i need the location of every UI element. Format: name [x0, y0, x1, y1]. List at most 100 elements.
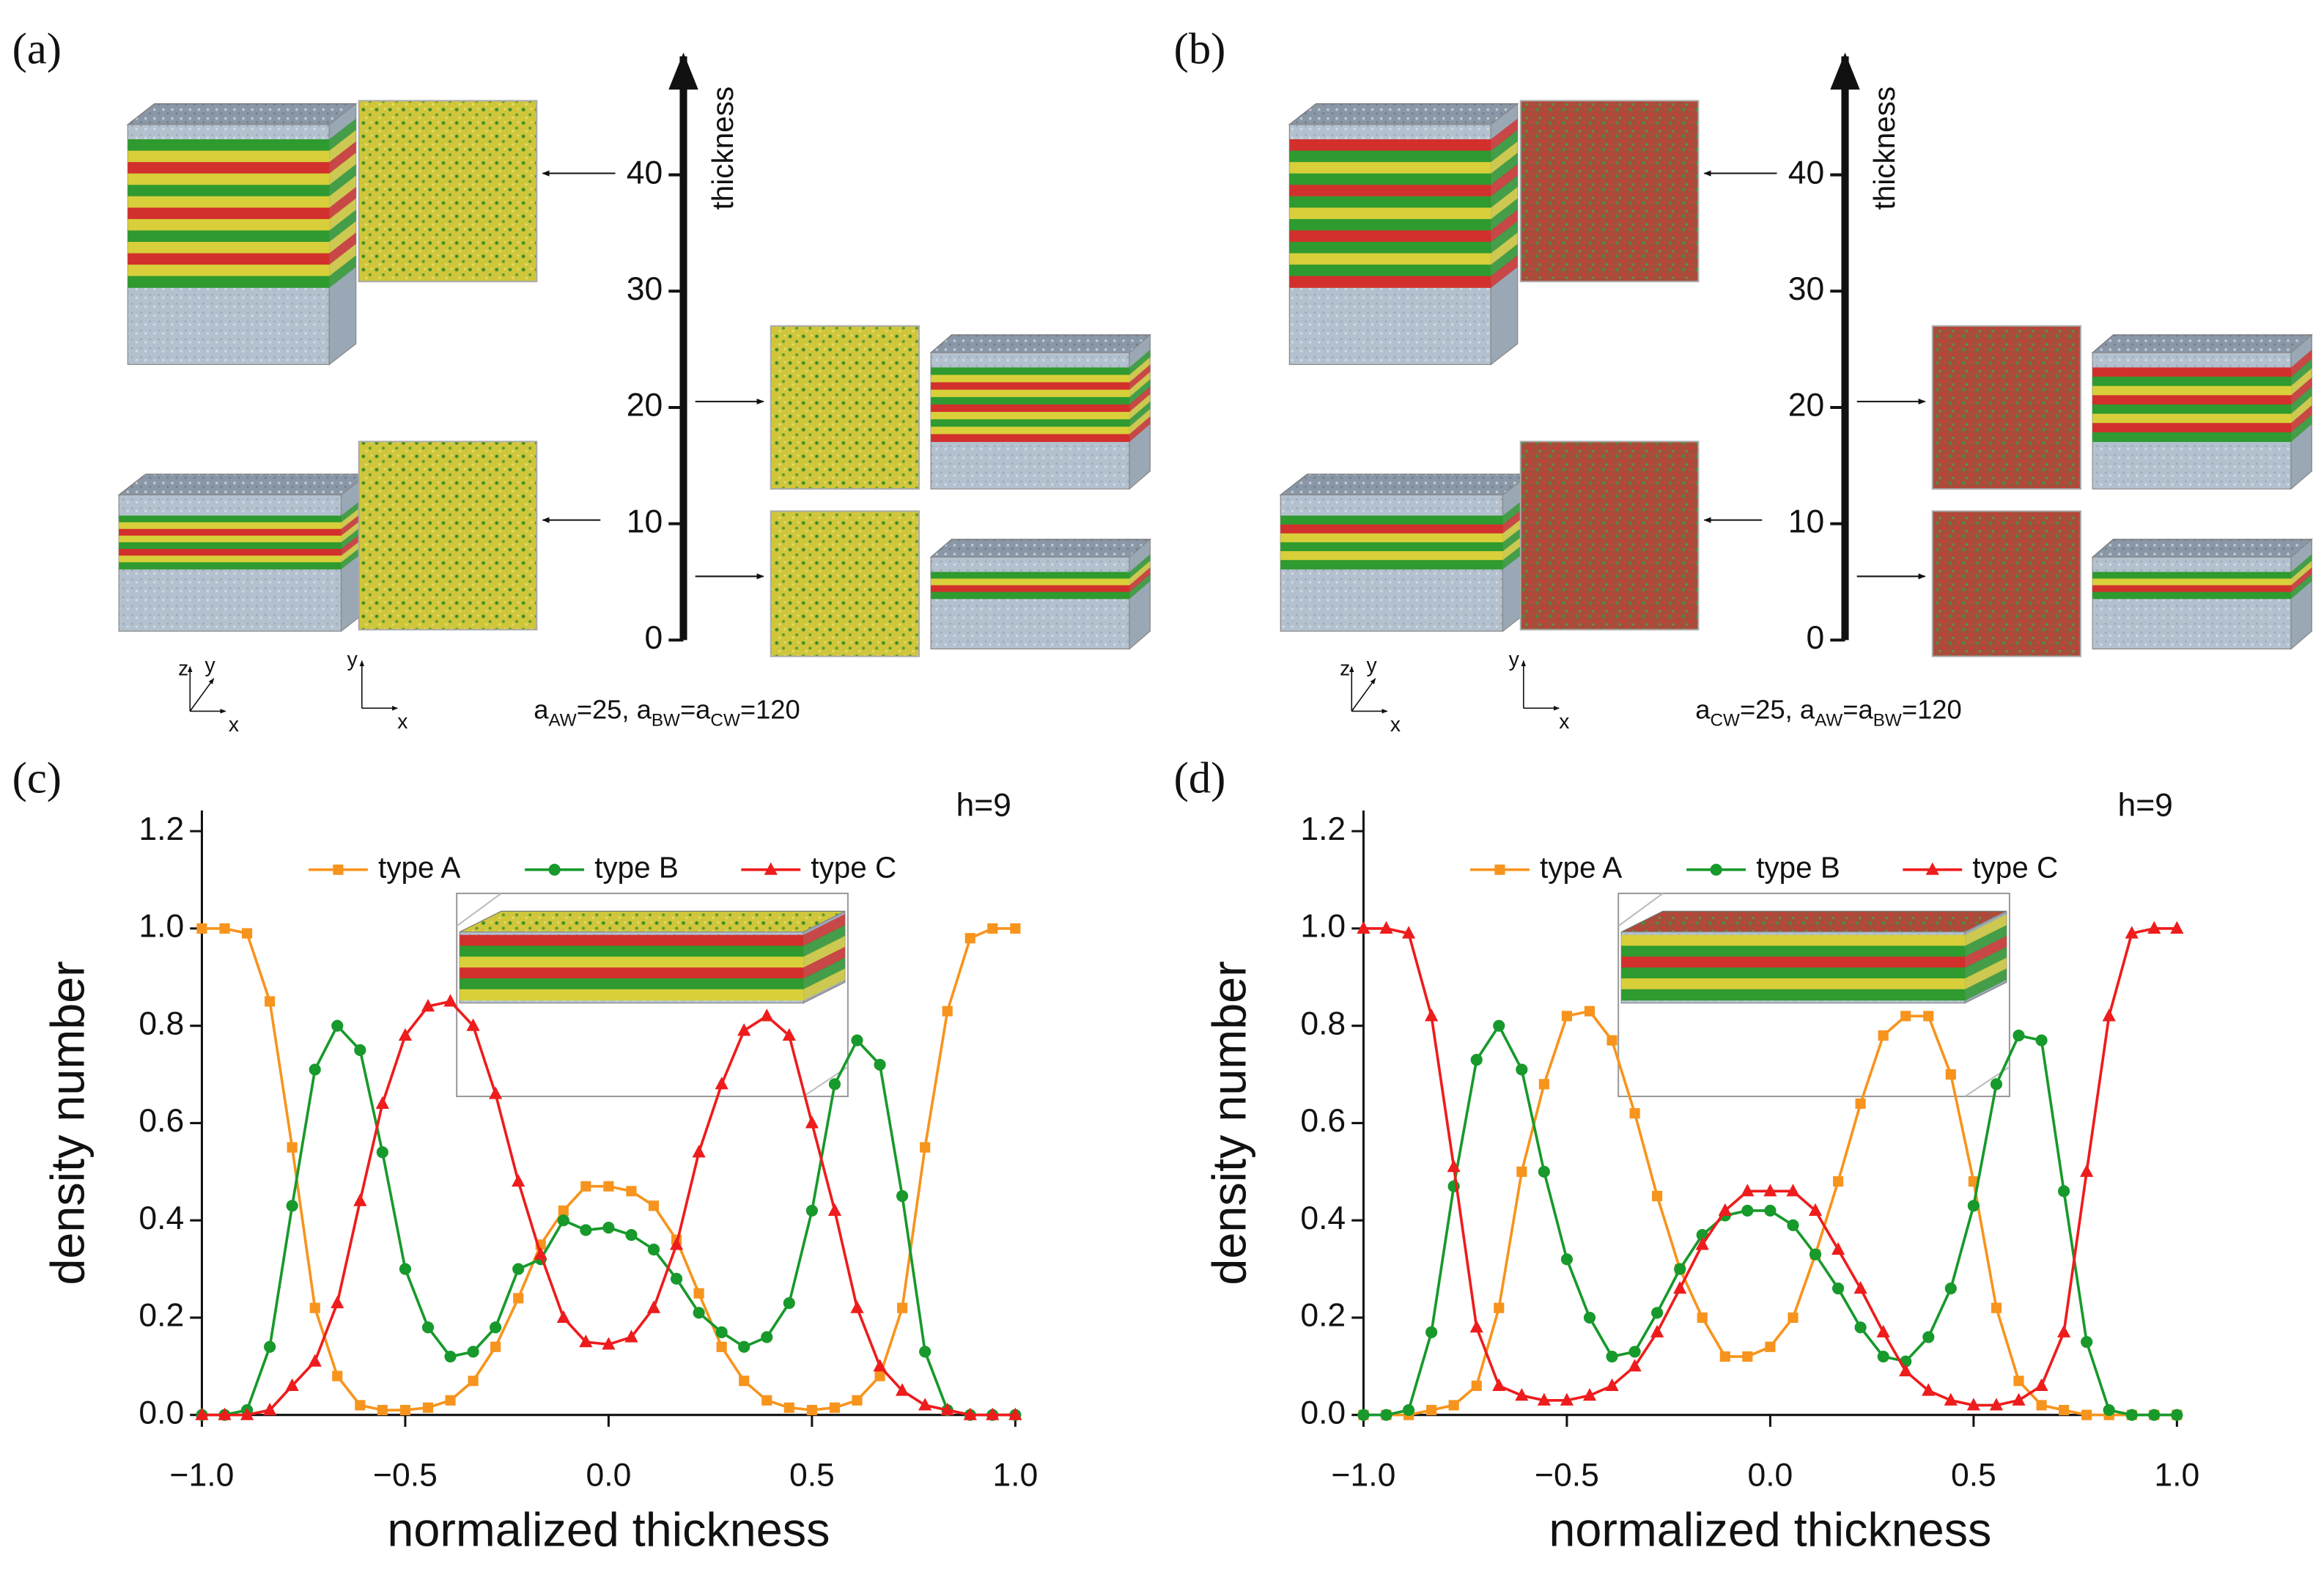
y-tick-label: 0.4 — [1300, 1200, 1346, 1236]
tick-label: 0 — [1806, 620, 1824, 656]
box-layer — [1289, 185, 1491, 197]
data-point — [1606, 1035, 1617, 1046]
x-tick-label: 0.5 — [789, 1457, 835, 1493]
inset-frame — [1617, 893, 2010, 1098]
box-layer — [1965, 968, 2007, 1001]
box-layer — [2291, 567, 2312, 593]
box-top — [1620, 910, 2007, 933]
data-point — [2057, 1185, 2070, 1198]
data-point — [986, 1407, 1000, 1420]
data-point — [715, 1326, 728, 1338]
data-point — [1741, 1184, 1755, 1197]
data-point — [2035, 1378, 2048, 1391]
box-layer — [329, 118, 356, 152]
data-point — [895, 1383, 910, 1396]
tick-label: 20 — [627, 388, 663, 424]
data-point — [2081, 1409, 2092, 1420]
box-layer — [1289, 230, 1491, 243]
data-point — [241, 928, 253, 939]
data-point — [1401, 926, 1416, 939]
inset-frame — [456, 893, 502, 927]
data-point — [1832, 1176, 1844, 1187]
data-point — [490, 1341, 501, 1352]
box-layer — [1965, 957, 2007, 990]
data-point — [1516, 1166, 1527, 1177]
data-point — [512, 1173, 525, 1187]
data-point — [2125, 926, 2139, 939]
box-layer — [329, 232, 356, 265]
panel-label: (a) — [12, 25, 62, 74]
box-layer — [119, 528, 342, 536]
tick-label: 30 — [1788, 271, 1824, 307]
data-point — [2081, 1336, 2093, 1348]
box-layer — [1129, 401, 1151, 427]
box-layer — [1621, 956, 1966, 968]
data-point — [1379, 920, 1393, 934]
box-layer — [1280, 551, 1503, 561]
box-layer — [128, 150, 330, 163]
data-point — [1629, 1108, 1640, 1119]
box-layer — [2291, 396, 2312, 424]
simulation-box — [459, 910, 846, 1004]
data-point — [625, 1229, 638, 1241]
data-point — [1831, 1241, 1845, 1255]
data-point — [443, 994, 457, 1007]
legend-label: type B — [594, 850, 679, 884]
data-point — [1010, 923, 1021, 934]
data-point — [1966, 1398, 1980, 1411]
data-point — [1853, 1281, 1867, 1294]
data-point — [580, 1224, 592, 1236]
box-layer — [2291, 554, 2312, 580]
data-point — [1741, 1204, 1754, 1217]
data-point — [1742, 1351, 1753, 1362]
data-point — [919, 1346, 932, 1358]
parameter-part: BW — [652, 710, 680, 730]
parameter-part: =25, a — [1740, 694, 1815, 724]
inset-frame — [456, 893, 849, 1098]
data-point — [1008, 1407, 1022, 1420]
parameter-part: =120 — [1902, 694, 1962, 724]
box-layer — [931, 374, 1130, 383]
box-layer — [1965, 925, 2007, 957]
data-point — [851, 1034, 863, 1047]
box-top — [929, 539, 1151, 558]
data-point — [557, 1214, 569, 1227]
simulation-box — [929, 333, 1151, 490]
box-layer — [1280, 542, 1503, 552]
box-top — [929, 334, 1151, 353]
data-point — [1831, 1283, 1845, 1295]
data-point — [1402, 1403, 1415, 1417]
data-point — [940, 1402, 954, 1416]
box-layer — [1965, 936, 2007, 968]
parameter-part: =a — [680, 694, 711, 724]
box-layer — [931, 396, 1130, 405]
data-point — [1628, 1359, 1642, 1372]
axis-label: thickness — [706, 86, 739, 210]
data-point — [669, 1237, 684, 1250]
data-point — [1808, 1203, 1823, 1216]
x-tick-label: 0.5 — [1951, 1457, 1996, 1493]
x-tick-label: 0.0 — [586, 1457, 631, 1493]
data-point — [286, 1200, 298, 1212]
data-point — [1945, 1069, 1956, 1080]
data-point — [1718, 1203, 1732, 1216]
coord-label: z — [1340, 656, 1350, 679]
data-point — [2056, 1324, 2071, 1337]
simulation-snapshot — [770, 325, 920, 490]
box-layer — [1289, 207, 1491, 220]
x-tick-label: 1.0 — [2154, 1457, 2199, 1493]
x-tick-label: −0.5 — [1535, 1457, 1599, 1493]
simulation-snapshot — [358, 440, 538, 631]
data-point — [445, 1395, 456, 1406]
box-layer — [460, 967, 804, 979]
data-point — [285, 1378, 299, 1391]
box-layer — [460, 956, 804, 968]
data-point — [1787, 1219, 1799, 1231]
data-point — [1582, 1388, 1597, 1401]
y-tick-label: 0.2 — [1300, 1298, 1346, 1334]
data-point — [218, 1407, 232, 1420]
data-point — [1764, 1204, 1777, 1217]
box-layer — [803, 914, 845, 947]
data-point — [2036, 1400, 2047, 1411]
simulation-box — [2091, 333, 2313, 490]
